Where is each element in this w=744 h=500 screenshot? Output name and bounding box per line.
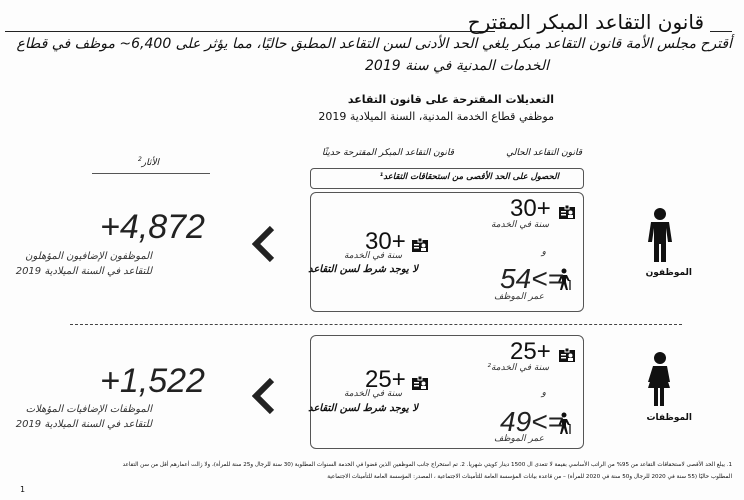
proposed-service-label-women: سنة في الخدمة: [343, 389, 402, 399]
proposed-age-condition-men: لا يوجد شرط لسن التقاعد: [308, 264, 418, 275]
current-service-women: 25+: [510, 338, 551, 365]
current-age-men: 54<=: [500, 263, 564, 294]
proposed-service-label-men: سنة في الخدمة: [343, 251, 402, 261]
current-service-label-men: سنة في الخدمة: [490, 220, 549, 230]
column-proposed: قانون التقاعد المبكر المقترحة حديثًا: [321, 148, 454, 158]
impact-label: الأثار: [141, 158, 159, 168]
impact-value-women: +1,522: [100, 362, 205, 400]
current-age-label-men: عمر الموظف: [494, 292, 544, 302]
current-age-label-women: عمر الموظف: [494, 434, 544, 444]
title-rule: [5, 31, 495, 32]
proposed-service-men: 30+: [365, 228, 406, 255]
page-title: قانون التقاعد المبكر المقترح: [467, 10, 704, 34]
arrow-left-icon: [251, 377, 276, 418]
id-card-icon: [412, 238, 428, 252]
title-rule-right: [710, 31, 732, 32]
id-card-icon: [412, 376, 428, 390]
intro-line-1: أقترح مجلس الأمة قانون التقاعد مبكر يلغي…: [16, 36, 732, 52]
row-divider: [70, 324, 682, 325]
banner-box: [310, 168, 584, 189]
arrow-left-icon: [251, 225, 276, 266]
id-card-icon: [559, 205, 575, 219]
comparison-box-men: [310, 192, 584, 312]
comparison-box-women: [310, 335, 584, 449]
section-heading: التعديلات المقترحة على قانون التقاعد: [347, 93, 554, 106]
and-label-men: و: [541, 247, 546, 257]
impact-label2-men: للتقاعد في السنة الميلادية 2019: [15, 266, 152, 277]
impact-label1-women: الموظفات الإضافيات المؤهلات: [25, 404, 152, 415]
footnote-line-1: 1. يبلغ الحد الأقصى لاستحقاقات التقاعد م…: [122, 462, 732, 468]
group-label-women: الموظفات: [646, 413, 692, 423]
section-subheading: موظفي قطاع الخدمة المدنية، السنة الميلاد…: [318, 110, 554, 123]
intro-line-2: الخدمات المدنية في سنة 2019: [365, 58, 549, 74]
id-card-icon: [559, 348, 575, 362]
proposed-age-condition-women: لا يوجد شرط لسن التقاعد: [308, 403, 418, 414]
impact-rule: [92, 173, 210, 174]
group-label-men: الموظفون: [645, 268, 692, 278]
footnote-line-2: المطلوب حاليًا (55 سنة في 2020 للرجال و5…: [327, 474, 732, 480]
footnote-ref: 2: [137, 156, 142, 163]
current-age-women: 49<=: [500, 406, 564, 437]
current-service-men: 30+: [510, 195, 551, 222]
impact-label1-men: الموظفون الإضافيون المؤهلون: [25, 251, 152, 262]
elderly-person-icon: [557, 412, 573, 434]
column-impact: الأثار2: [138, 156, 159, 168]
male-person-icon: [645, 208, 675, 264]
column-current: قانون التقاعد الحالي: [506, 148, 582, 158]
page-number: 1: [20, 485, 26, 494]
elderly-person-icon: [557, 268, 573, 290]
impact-label2-women: للتقاعد في السنة الميلادية 2019: [15, 419, 152, 430]
current-service-label-women: سنة في الخدمة²: [487, 363, 549, 373]
and-label-women: و: [541, 388, 546, 398]
female-person-icon: [645, 352, 675, 408]
banner-text: الحصول على الحد الأقصى من استحقاقات التق…: [379, 172, 559, 182]
proposed-service-women: 25+: [365, 366, 406, 393]
impact-value-men: +4,872: [100, 208, 205, 246]
